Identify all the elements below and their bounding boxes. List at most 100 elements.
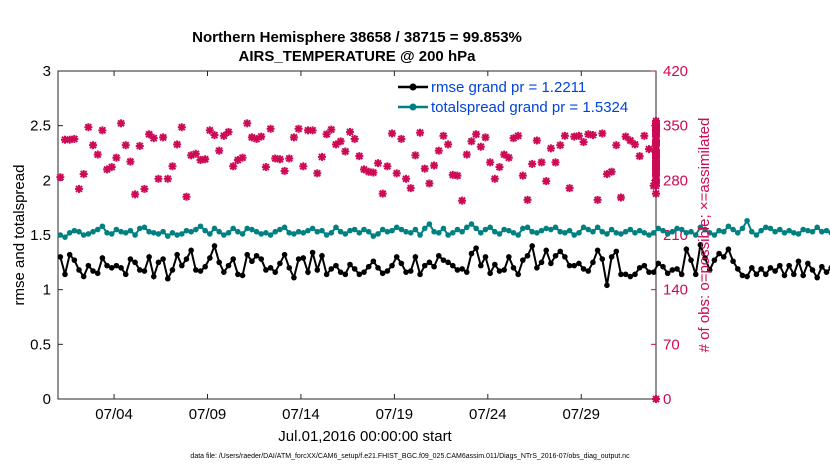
totalspread-point [169,230,176,236]
obs-point [402,174,411,183]
totalspread-point [431,228,437,235]
obs-point [652,189,660,198]
totalspread-point [403,228,409,235]
totalspread-point [356,230,363,236]
totalspread-point [141,224,148,231]
totalspread-point [85,231,92,237]
rmse-point [501,267,507,273]
totalspread-point [305,227,311,234]
totalspread-point [697,224,704,231]
rmse-point [435,252,442,259]
obs-point [652,163,660,172]
rmse-point [660,263,666,270]
obs-point [612,141,621,150]
totalspread-point [389,227,395,234]
x-axis-label: Jul.01,2016 00:00:00 start [278,428,452,445]
totalspread-point [482,226,489,233]
rmse-point [669,267,676,273]
totalspread-point [781,230,788,236]
rmse-point [580,266,587,272]
rmse-point [179,262,185,269]
right-y-tick-label: 350 [663,118,688,135]
rmse-point [412,254,419,260]
obs-point [490,174,499,183]
totalspread-point [309,225,316,232]
left-y-tick-label: 0 [43,391,51,408]
obs-point [79,170,88,179]
totalspread-point [230,225,236,232]
obs-point [537,158,546,167]
rmse-point [244,251,251,258]
totalspread-point [300,230,307,236]
rmse-point [361,269,367,275]
rmse-point [585,268,592,274]
totalspread-point [674,225,680,232]
legend: rmse grand pr = 1.2211 totalspread grand… [398,79,628,116]
rmse-point [127,256,134,262]
obs-point [518,171,527,180]
obs-point [112,153,121,162]
totalspread-point [239,231,246,237]
totalspread-point [618,231,624,237]
rmse-point [403,269,409,275]
obs-point [98,126,107,135]
totalspread-point [342,231,349,237]
rmse-point [291,274,297,281]
totalspread-point [277,226,283,233]
obs-point [588,131,597,140]
rmse-point [706,267,713,273]
totalspread-point [641,230,648,236]
obs-series [56,116,660,403]
rmse-point [393,254,400,260]
obs-point [140,184,149,193]
obs-point [495,163,504,172]
rmse-point [258,256,265,262]
obs-point [453,171,462,180]
rmse-point [197,268,204,274]
rmse-point [272,269,279,275]
totalspread-point [113,226,120,233]
rmse-point [104,262,110,269]
obs-point [107,163,116,172]
obs-point [425,179,434,188]
rmse-point [375,265,381,271]
totalspread-point [80,232,87,238]
totalspread-point [216,228,222,235]
rmse-point [478,262,484,269]
obs-point [392,169,401,178]
totalspread-point [160,228,166,235]
totalspread-point [594,224,601,231]
obs-point [266,124,275,133]
obs-point [378,189,387,198]
obs-point [467,137,476,146]
obs-point [486,158,495,167]
totalspread-point [393,224,400,231]
obs-point [542,177,551,186]
totalspread-point [281,224,288,231]
totalspread-point [263,230,269,236]
totalspread-point [468,221,475,227]
totalspread-point [197,223,204,230]
rmse-point [57,254,64,260]
totalspread-point [576,230,582,236]
rmse-point [263,267,269,273]
rmse-point [342,271,349,278]
totalspread-point [225,230,232,236]
totalspread-point [492,228,498,235]
totalspread-point [76,228,82,235]
rmse-point [417,271,423,278]
rmse-point [323,271,330,278]
totalspread-point [193,226,199,233]
rmse-point [449,262,456,269]
totalspread-point [440,225,447,232]
rmse-point [90,268,96,274]
legend-totalspread-label: totalspread grand pr = 1.5324 [431,99,628,116]
obs-point [131,190,140,199]
left-y-axis-ticks: 0 0.5 1 1.5 2 2.5 3 [30,63,63,408]
rmse-point [146,254,152,260]
obs-point [117,119,126,128]
rmse-point [758,266,764,272]
rmse-point [99,255,106,261]
totalspread-point [291,231,297,237]
